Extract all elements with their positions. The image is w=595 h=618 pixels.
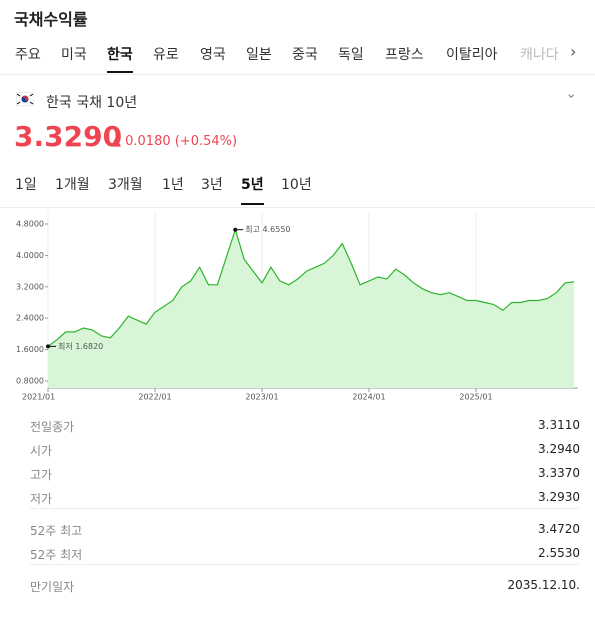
stat-label: 고가 xyxy=(30,468,53,482)
period-underline xyxy=(241,203,264,205)
stat-value: 2035.12.10. xyxy=(507,578,580,592)
title: 국채수익률 xyxy=(14,10,88,29)
y-tick-label: 0.8000 xyxy=(16,377,44,386)
divider xyxy=(0,207,595,208)
tab[interactable]: 유로 xyxy=(153,47,179,63)
flag xyxy=(16,92,34,106)
x-tick-label: 2025/01 xyxy=(459,393,492,402)
x-tick-label: 2024/01 xyxy=(352,393,385,402)
stat-label: 만기일자 xyxy=(30,580,75,594)
line xyxy=(47,227,575,347)
tab[interactable]: 이탈리아 xyxy=(446,47,498,63)
annotation: 최고 4.6550 xyxy=(245,224,290,234)
instrument-name: 한국 국채 10년 xyxy=(46,95,138,111)
chart: 2021/01 2022/01 2023/01 2024/01 2025/01 0.800… xyxy=(16,212,579,402)
y-tick-label: 4.8000 xyxy=(16,220,44,229)
tab[interactable]: 영국 xyxy=(200,47,226,63)
stat-value: 3.2940 xyxy=(538,442,580,456)
stat-value: 3.4720 xyxy=(538,522,580,536)
tab[interactable]: 주요 xyxy=(15,47,41,63)
tab[interactable]: 프랑스 xyxy=(385,47,424,63)
stat-label: 저가 xyxy=(30,492,53,506)
y-tick-label: 4.0000 xyxy=(16,251,44,260)
stat-value: 3.3370 xyxy=(538,466,580,480)
annotation: 최저 1.6820 xyxy=(58,341,103,351)
period[interactable]: 5년 xyxy=(241,177,264,193)
period[interactable]: 1일 xyxy=(15,177,37,193)
stat-label: 전일종가 xyxy=(30,420,75,434)
area xyxy=(48,229,575,388)
tab[interactable]: 미국 xyxy=(61,47,87,63)
tab[interactable]: 캐나다 xyxy=(520,47,559,63)
period[interactable]: 10년 xyxy=(281,177,312,193)
stat-value: 2.5530 xyxy=(538,546,580,560)
tab[interactable]: 한국 xyxy=(107,47,133,63)
period[interactable]: 3개월 xyxy=(108,177,143,193)
y-tick-label: 1.6000 xyxy=(16,345,44,354)
tab[interactable]: 독일 xyxy=(338,47,364,63)
x-tick-label: 2021/01 xyxy=(22,393,55,402)
divider xyxy=(0,74,595,75)
period[interactable]: 1년 xyxy=(162,177,184,193)
divider xyxy=(30,564,580,565)
stat-value: 3.3110 xyxy=(538,418,580,432)
y-tick-label: 2.4000 xyxy=(16,314,44,323)
stat-value: 3.2930 xyxy=(538,490,580,504)
tab-underline xyxy=(107,71,133,73)
period[interactable]: 1개월 xyxy=(55,177,90,193)
tab[interactable]: 일본 xyxy=(246,47,272,63)
x-tick-label: 2022/01 xyxy=(138,393,171,402)
period[interactable]: 3년 xyxy=(201,177,223,193)
stat-label: 시가 xyxy=(30,444,53,458)
tab[interactable]: 중국 xyxy=(292,47,318,63)
price: 3.3290 xyxy=(14,120,123,153)
x-tick-label: 2023/01 xyxy=(245,393,278,402)
y-tick-label: 3.2000 xyxy=(16,282,44,291)
tab-next[interactable]: › xyxy=(570,42,577,61)
expand[interactable]: › xyxy=(562,93,579,99)
stat-label: 52주 최저 xyxy=(30,548,83,562)
change: ▲ 0.0180 (+0.54%) xyxy=(111,134,238,149)
divider xyxy=(30,508,580,509)
stat-label: 52주 최고 xyxy=(30,524,83,538)
